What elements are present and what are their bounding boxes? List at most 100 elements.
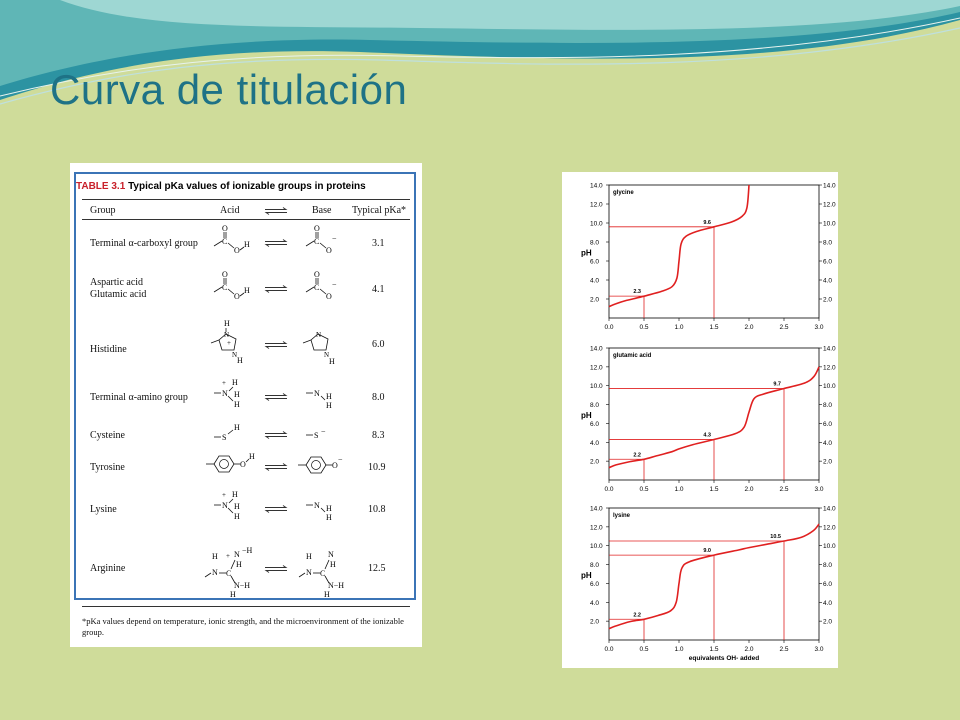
phenol-structure-icon: OH bbox=[206, 452, 255, 473]
equilibrium-arrows-icon bbox=[264, 565, 288, 573]
ammonium-structure-icon: + H N HH bbox=[214, 378, 240, 409]
svg-text:C: C bbox=[320, 569, 325, 578]
svg-text:H: H bbox=[306, 552, 312, 561]
y-axis-label: pH bbox=[581, 411, 592, 420]
y-tick-label: 6.0 bbox=[590, 581, 599, 588]
y-tick-label-right: 6.0 bbox=[823, 259, 832, 266]
svg-text:H: H bbox=[224, 319, 230, 328]
table-title: Typical pKa values of ionizable groups i… bbox=[128, 181, 366, 192]
x-tick-label: 3.0 bbox=[814, 486, 823, 493]
x-tick-label: 2.5 bbox=[779, 324, 788, 331]
svg-text:O: O bbox=[234, 292, 240, 301]
y-tick-label-right: 8.0 bbox=[823, 240, 832, 247]
svg-text:O: O bbox=[314, 224, 320, 233]
svg-text:S: S bbox=[222, 433, 226, 442]
svg-text:H: H bbox=[326, 504, 332, 513]
slide-title: Curva de titulación bbox=[50, 66, 408, 113]
y-tick-label: 8.0 bbox=[590, 402, 599, 409]
pka-label: 2.2 bbox=[633, 612, 641, 618]
pka-label: 4.3 bbox=[703, 432, 711, 438]
y-tick-label-right: 4.0 bbox=[823, 440, 832, 447]
chart-title: glutamic acid bbox=[613, 353, 652, 359]
y-tick-label: 14.0 bbox=[590, 346, 603, 353]
y-tick-label: 2.0 bbox=[590, 459, 599, 466]
x-tick-label: 3.0 bbox=[814, 646, 823, 653]
header-pka: Typical pKa* bbox=[352, 205, 407, 216]
y-tick-label: 2.0 bbox=[590, 297, 599, 304]
svg-text:N−H: N−H bbox=[328, 581, 344, 590]
x-tick-label: 2.5 bbox=[779, 646, 788, 653]
equilibrium-arrows-icon bbox=[264, 463, 288, 471]
carboxylate-structure-icon: O C O− bbox=[305, 224, 337, 255]
carboxylate-structure-icon: O C O− bbox=[305, 270, 337, 301]
x-tick-label: 2.0 bbox=[744, 324, 753, 331]
y-axis-label: pH bbox=[581, 249, 592, 258]
carboxylic-acid-structure-icon: O C OH bbox=[213, 224, 250, 255]
y-tick-label-right: 12.0 bbox=[823, 524, 836, 531]
svg-text:H: H bbox=[326, 513, 332, 522]
y-tick-label: 2.0 bbox=[590, 619, 599, 626]
y-tick-label-right: 4.0 bbox=[823, 278, 832, 285]
svg-text:O: O bbox=[332, 461, 338, 470]
x-tick-label: 0.0 bbox=[604, 646, 613, 653]
equilibrium-arrows-icon bbox=[264, 285, 288, 293]
svg-text:H: H bbox=[234, 390, 240, 399]
y-tick-label-right: 14.0 bbox=[823, 346, 836, 353]
svg-text:H: H bbox=[237, 356, 243, 365]
amine-structure-icon: N HH bbox=[306, 501, 332, 522]
row-pka: 4.1 bbox=[372, 284, 385, 295]
thiol-structure-icon: S H bbox=[214, 423, 240, 442]
y-tick-label-right: 12.0 bbox=[823, 364, 836, 371]
row-group-name-2: Glutamic acid bbox=[90, 289, 147, 300]
x-tick-label: 2.0 bbox=[744, 486, 753, 493]
x-tick-label: 0.5 bbox=[639, 324, 648, 331]
svg-text:N: N bbox=[224, 331, 229, 339]
row-group-name: Arginine bbox=[90, 563, 126, 574]
svg-text:S: S bbox=[314, 431, 318, 440]
svg-text:N: N bbox=[324, 351, 329, 359]
x-tick-label: 0.5 bbox=[639, 486, 648, 493]
pka-label: 9.6 bbox=[703, 220, 711, 226]
row-group-name: Terminal α-carboxyl group bbox=[90, 238, 198, 249]
y-tick-label: 8.0 bbox=[590, 240, 599, 247]
y-tick-label: 6.0 bbox=[590, 421, 599, 428]
x-tick-label: 1.0 bbox=[674, 324, 683, 331]
svg-text:H: H bbox=[232, 490, 238, 499]
svg-text:N: N bbox=[222, 501, 228, 510]
svg-text:N: N bbox=[232, 351, 237, 359]
svg-text:N: N bbox=[314, 389, 320, 398]
svg-text:−: − bbox=[332, 280, 337, 289]
svg-text:−: − bbox=[321, 427, 326, 436]
svg-text:+: + bbox=[226, 552, 230, 560]
x-tick-label: 1.0 bbox=[674, 486, 683, 493]
y-tick-label: 14.0 bbox=[590, 506, 603, 513]
svg-text:O: O bbox=[326, 292, 332, 301]
table-footnote: *pKa values depend on temperature, ionic… bbox=[82, 616, 404, 637]
pka-label: 2.2 bbox=[633, 452, 641, 458]
svg-text:C: C bbox=[314, 283, 319, 292]
y-tick-label: 4.0 bbox=[590, 278, 599, 285]
row-group-name: Terminal α-amino group bbox=[90, 392, 188, 403]
header-acid: Acid bbox=[220, 205, 240, 216]
row-group-name: Lysine bbox=[90, 504, 117, 515]
imidazolium-structure-icon: H N+ NH bbox=[210, 319, 243, 365]
equilibrium-arrows-icon bbox=[264, 393, 288, 401]
y-tick-label-right: 2.0 bbox=[823, 459, 832, 466]
pka-table-figure: TABLE 3.1 Typical pKa values of ionizabl… bbox=[70, 163, 422, 647]
svg-text:N: N bbox=[222, 389, 228, 398]
svg-text:C: C bbox=[222, 283, 227, 292]
row-pka: 6.0 bbox=[372, 339, 385, 350]
svg-text:O: O bbox=[240, 460, 246, 469]
equilibrium-arrows-icon bbox=[264, 505, 288, 513]
y-tick-label-right: 2.0 bbox=[823, 619, 832, 626]
svg-text:H: H bbox=[230, 590, 236, 599]
svg-text:H: H bbox=[329, 357, 335, 366]
amine-structure-icon: N HH bbox=[306, 389, 332, 410]
svg-text:H: H bbox=[212, 552, 218, 561]
x-tick-label: 3.0 bbox=[814, 324, 823, 331]
row-pka: 12.5 bbox=[368, 563, 386, 574]
y-tick-label: 10.0 bbox=[590, 221, 603, 228]
svg-text:+: + bbox=[222, 379, 226, 387]
svg-text:N: N bbox=[212, 568, 218, 577]
y-tick-label-right: 10.0 bbox=[823, 543, 836, 550]
